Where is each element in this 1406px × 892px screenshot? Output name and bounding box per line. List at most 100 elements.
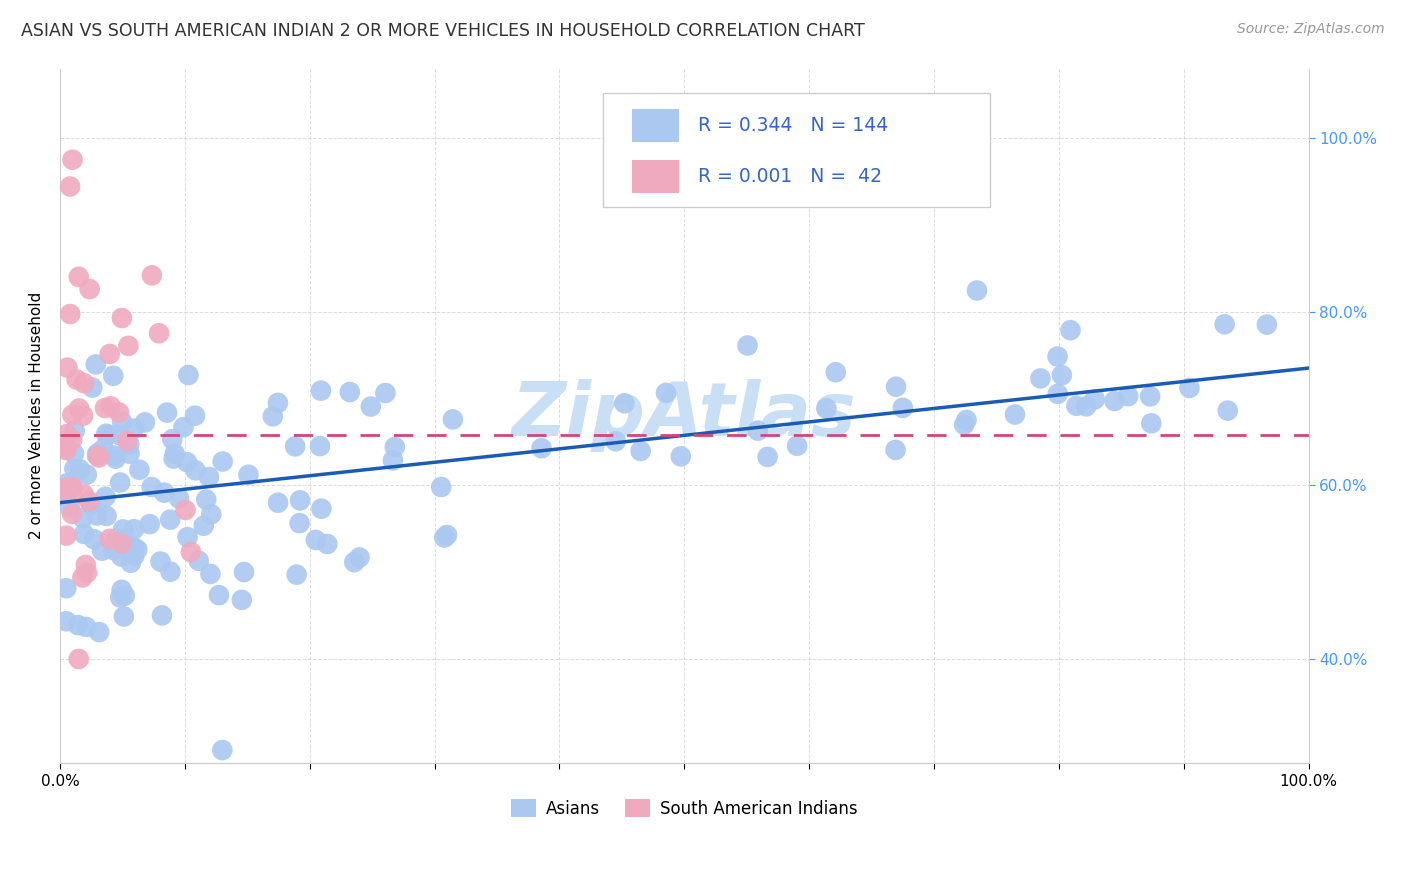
Point [339, 384, 361, 399]
Point [55, 581, 77, 595]
Point [84, 358, 107, 372]
Point [159, 513, 181, 527]
Point [1139, 389, 1161, 403]
Point [76, 467, 98, 482]
Point [1004, 408, 1026, 422]
Point [1116, 389, 1139, 403]
Point [891, 401, 914, 415]
Point [63, 462, 86, 476]
Point [1104, 394, 1126, 409]
Point [141, 268, 163, 283]
Point [430, 480, 453, 494]
Point [747, 424, 769, 438]
Point [198, 470, 221, 484]
Point [176, 455, 198, 469]
Point [67, 618, 90, 632]
Point [82, 380, 104, 394]
Point [75, 558, 97, 572]
Point [55, 441, 77, 455]
Point [67, 652, 90, 666]
Point [786, 439, 808, 453]
Point [122, 421, 145, 435]
Point [162, 432, 184, 446]
Point [104, 451, 127, 466]
Point [91, 543, 114, 558]
Point [756, 450, 779, 464]
Bar [631, 160, 679, 193]
Point [195, 492, 218, 507]
Point [80, 497, 103, 511]
Point [59, 179, 82, 194]
Point [103, 543, 125, 558]
Point [69, 462, 91, 476]
Point [122, 541, 145, 555]
Point [118, 447, 141, 461]
Point [824, 365, 846, 379]
Legend: Asians, South American Indians: Asians, South American Indians [505, 793, 865, 824]
Point [288, 516, 311, 530]
Point [1059, 323, 1081, 337]
Point [73, 487, 96, 501]
Point [79, 282, 101, 296]
Point [110, 549, 132, 564]
Point [953, 417, 976, 432]
Point [384, 440, 406, 454]
Point [966, 284, 988, 298]
Point [1076, 400, 1098, 414]
Point [605, 434, 627, 449]
Point [162, 451, 184, 466]
Point [433, 531, 456, 545]
Point [122, 549, 145, 563]
Point [613, 396, 636, 410]
Point [56, 486, 79, 500]
Point [93, 442, 115, 456]
Point [55, 443, 77, 458]
Point [103, 449, 125, 463]
Point [167, 491, 190, 506]
Point [441, 412, 464, 426]
Point [107, 532, 129, 546]
Point [200, 508, 222, 522]
Point [62, 153, 84, 167]
Point [349, 550, 371, 565]
Point [284, 439, 307, 453]
Point [208, 588, 231, 602]
Point [60, 408, 83, 422]
Point [134, 416, 156, 430]
Point [110, 591, 132, 605]
Point [200, 566, 222, 581]
Point [1050, 368, 1073, 383]
Point [149, 555, 172, 569]
Point [316, 537, 339, 551]
Point [67, 269, 90, 284]
Point [63, 424, 86, 438]
Point [309, 384, 332, 398]
Point [1046, 387, 1069, 401]
Point [211, 743, 233, 757]
Point [67, 401, 90, 416]
Point [86, 448, 108, 462]
Point [309, 439, 332, 453]
Point [262, 409, 284, 424]
Point [128, 463, 150, 477]
Point [174, 503, 197, 517]
Point [87, 450, 110, 465]
Point [360, 400, 382, 414]
Bar [631, 109, 679, 142]
Point [233, 565, 256, 579]
Point [111, 582, 134, 597]
Point [148, 326, 170, 341]
Point [163, 447, 186, 461]
Point [100, 399, 122, 413]
Point [630, 444, 652, 458]
Point [180, 545, 202, 559]
Point [238, 467, 260, 482]
Point [114, 589, 136, 603]
Point [83, 532, 105, 546]
Point [72, 570, 94, 584]
Text: Source: ZipAtlas.com: Source: ZipAtlas.com [1237, 22, 1385, 37]
Point [108, 405, 131, 419]
Point [98, 532, 121, 546]
Point [94, 401, 117, 415]
Point [150, 608, 173, 623]
